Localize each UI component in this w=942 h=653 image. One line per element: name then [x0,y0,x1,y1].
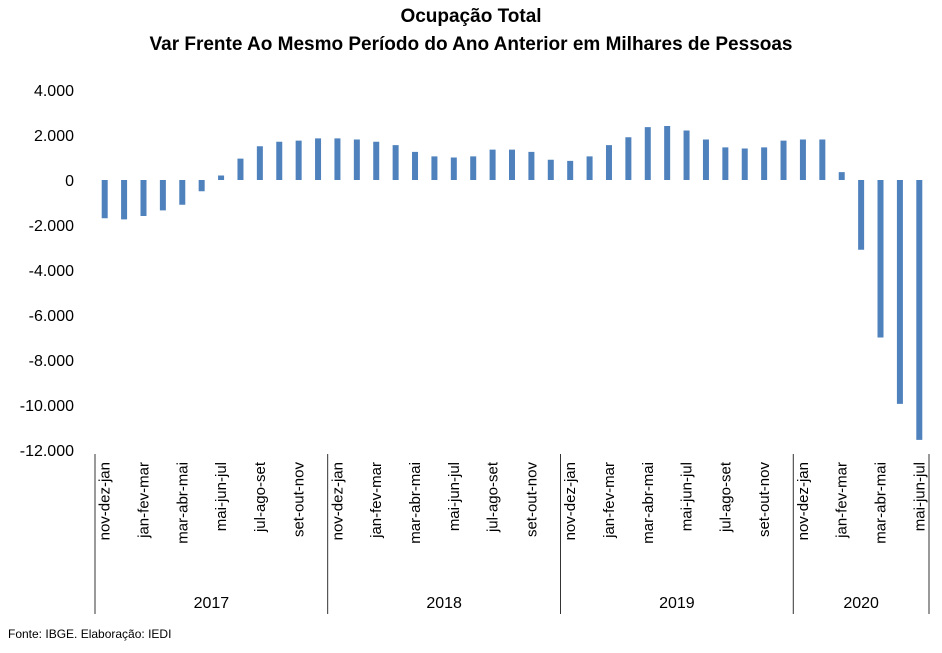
y-tick-label: 2.000 [34,128,74,145]
x-tick-label: jul-ago-set [485,461,502,533]
year-label: 2018 [426,595,462,612]
y-tick-label: -8.000 [29,353,74,370]
bar [140,180,147,216]
x-tick-label: mai-jun-jul [446,462,463,531]
x-tick-label: mar-abr-mai [407,462,424,544]
bar [761,147,768,181]
y-tick-label: -2.000 [29,218,74,235]
x-tick-label: jan-fev-mar [834,462,851,539]
x-tick-label: mar-abr-mai [174,462,191,544]
bar [547,159,554,180]
bar [819,139,826,180]
bar [101,180,108,219]
year-label: 2019 [659,595,695,612]
chart-title: Ocupação Total [400,6,542,27]
x-tick-label: jul-ago-set [717,461,734,533]
x-tick-label: jan-fev-mar [368,462,385,539]
x-tick-label: set-out-nov [291,462,308,538]
bar [702,139,709,180]
y-tick-label: 4.000 [34,83,74,100]
x-tick-label: jan-fev-mar [601,462,618,539]
chart-subtitle: Var Frente Ao Mesmo Período do Ano Anter… [149,34,793,55]
x-tick-label: set-out-nov [756,462,773,538]
bar [470,156,477,181]
x-tick-label: mai-jun-jul [679,462,696,531]
bar [858,180,865,250]
bar [528,151,535,181]
x-tick-label: mai-jun-jul [911,462,928,531]
x-axis: nov-dez-jan jan-fev-mar mar-abr-mai mai-jun… [94,454,930,614]
bar [218,175,225,180]
bar [896,180,903,404]
bar [159,180,166,211]
y-tick-label: -12.000 [20,443,74,460]
bar [586,156,593,181]
x-tick-label: nov-dez-jan [329,462,346,540]
x-tick-label: mar-abr-mai [873,462,890,544]
bar [276,141,283,180]
y-tick-label: -6.000 [29,308,74,325]
bar [315,138,322,181]
year-label: 2020 [843,595,879,612]
bar [509,149,515,181]
x-tick-label: jan-fev-mar [135,462,152,539]
bar [256,146,263,180]
bar [625,137,632,180]
bar [838,172,845,181]
bar [644,127,651,181]
bar [664,126,671,180]
x-tick-label: mai-jun-jul [213,462,230,531]
bar [198,180,205,192]
bar [353,139,360,180]
bar [877,180,884,338]
bar [741,148,748,180]
y-tick-label: -10.000 [20,398,74,415]
bar [722,147,729,181]
bar [489,149,496,181]
bar [121,180,128,220]
source-note: Fonte: IBGE. Elaboração: IEDI [8,627,172,641]
bar [373,141,380,180]
bar [605,145,612,181]
bar [916,180,923,440]
bar [392,145,399,181]
x-tick-label: mar-abr-mai [640,462,657,544]
bar [567,160,574,181]
bar [334,138,341,181]
bar [683,130,690,180]
bar [450,157,457,180]
bars [101,126,923,440]
bar [412,151,419,181]
x-tick-label: jul-ago-set [252,461,269,533]
y-axis: 4.000 2.000 0 -2.000 -4.000 -6.000 -8.000 -10.0… [20,83,74,460]
x-tick-label: set-out-nov [523,462,540,538]
bar [780,140,787,181]
x-tick-label: nov-dez-jan [795,462,812,540]
x-tick-label: nov-dez-jan [97,462,114,540]
bar [799,139,806,180]
x-tick-label: nov-dez-jan [562,462,579,540]
bar [431,156,438,181]
bar [237,158,244,181]
bar [295,140,302,181]
y-tick-label: 0 [65,173,74,190]
bar [179,180,186,205]
y-tick-label: -4.000 [29,263,74,280]
year-label: 2017 [194,595,230,612]
